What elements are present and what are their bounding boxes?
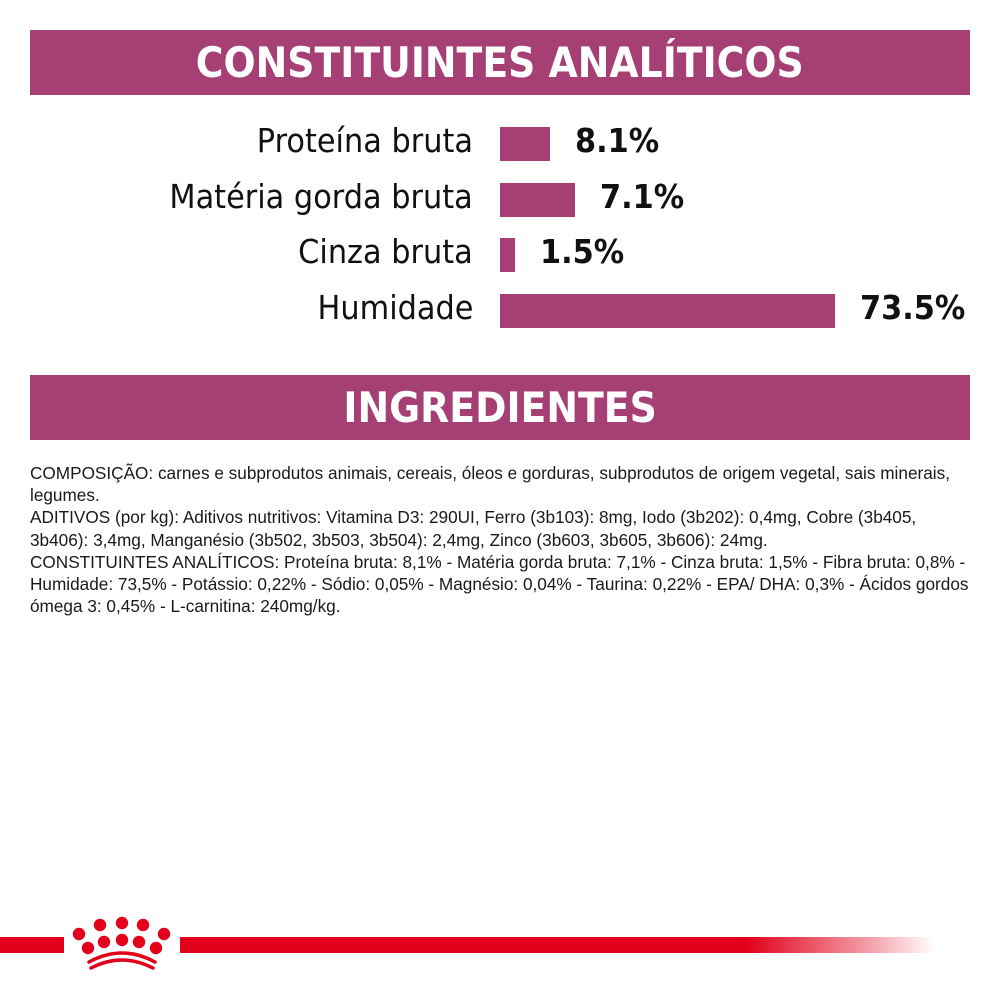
chart-bar <box>500 294 835 328</box>
chart-row-value: 7.1% <box>600 177 685 216</box>
chart-bar <box>500 127 550 161</box>
analytical-paragraph: CONSTITUINTES ANALÍTICOS: Proteína bruta… <box>30 551 969 617</box>
chart-row-value: 73.5% <box>860 288 966 327</box>
additives-paragraph: ADITIVOS (por kg): Aditivos nutritivos: … <box>30 507 917 550</box>
chart-row-moisture: Humidade 73.5% <box>0 288 1000 328</box>
chart-row-label: Cinza bruta <box>298 232 473 271</box>
ingredients-banner: INGREDIENTES <box>30 375 970 440</box>
chart-row-fat: Matéria gorda bruta 7.1% <box>0 177 1000 217</box>
analytic-constituents-title: CONSTITUINTES ANALÍTICOS <box>195 38 805 87</box>
chart-row-label: Matéria gorda bruta <box>169 177 473 216</box>
ingredients-text: COMPOSIÇÃO: carnes e subprodutos animais… <box>30 462 975 617</box>
analytic-constituents-banner: CONSTITUINTES ANALÍTICOS <box>30 30 970 95</box>
crown-logo-icon <box>72 916 171 970</box>
chart-row-label: Humidade <box>317 288 473 327</box>
chart-bar <box>500 183 575 217</box>
chart-row-label: Proteína bruta <box>256 121 473 160</box>
chart-row-ash: Cinza bruta 1.5% <box>0 232 1000 272</box>
ingredients-title: INGREDIENTES <box>343 383 657 432</box>
chart-row-value: 8.1% <box>575 121 660 160</box>
chart-bar <box>500 238 515 272</box>
footer-red-line-right <box>180 937 935 953</box>
composition-paragraph: COMPOSIÇÃO: carnes e subprodutos animais… <box>30 463 950 506</box>
footer-red-line-left <box>0 937 64 953</box>
chart-row-protein: Proteína bruta 8.1% <box>0 121 1000 161</box>
chart-row-value: 1.5% <box>540 232 625 271</box>
